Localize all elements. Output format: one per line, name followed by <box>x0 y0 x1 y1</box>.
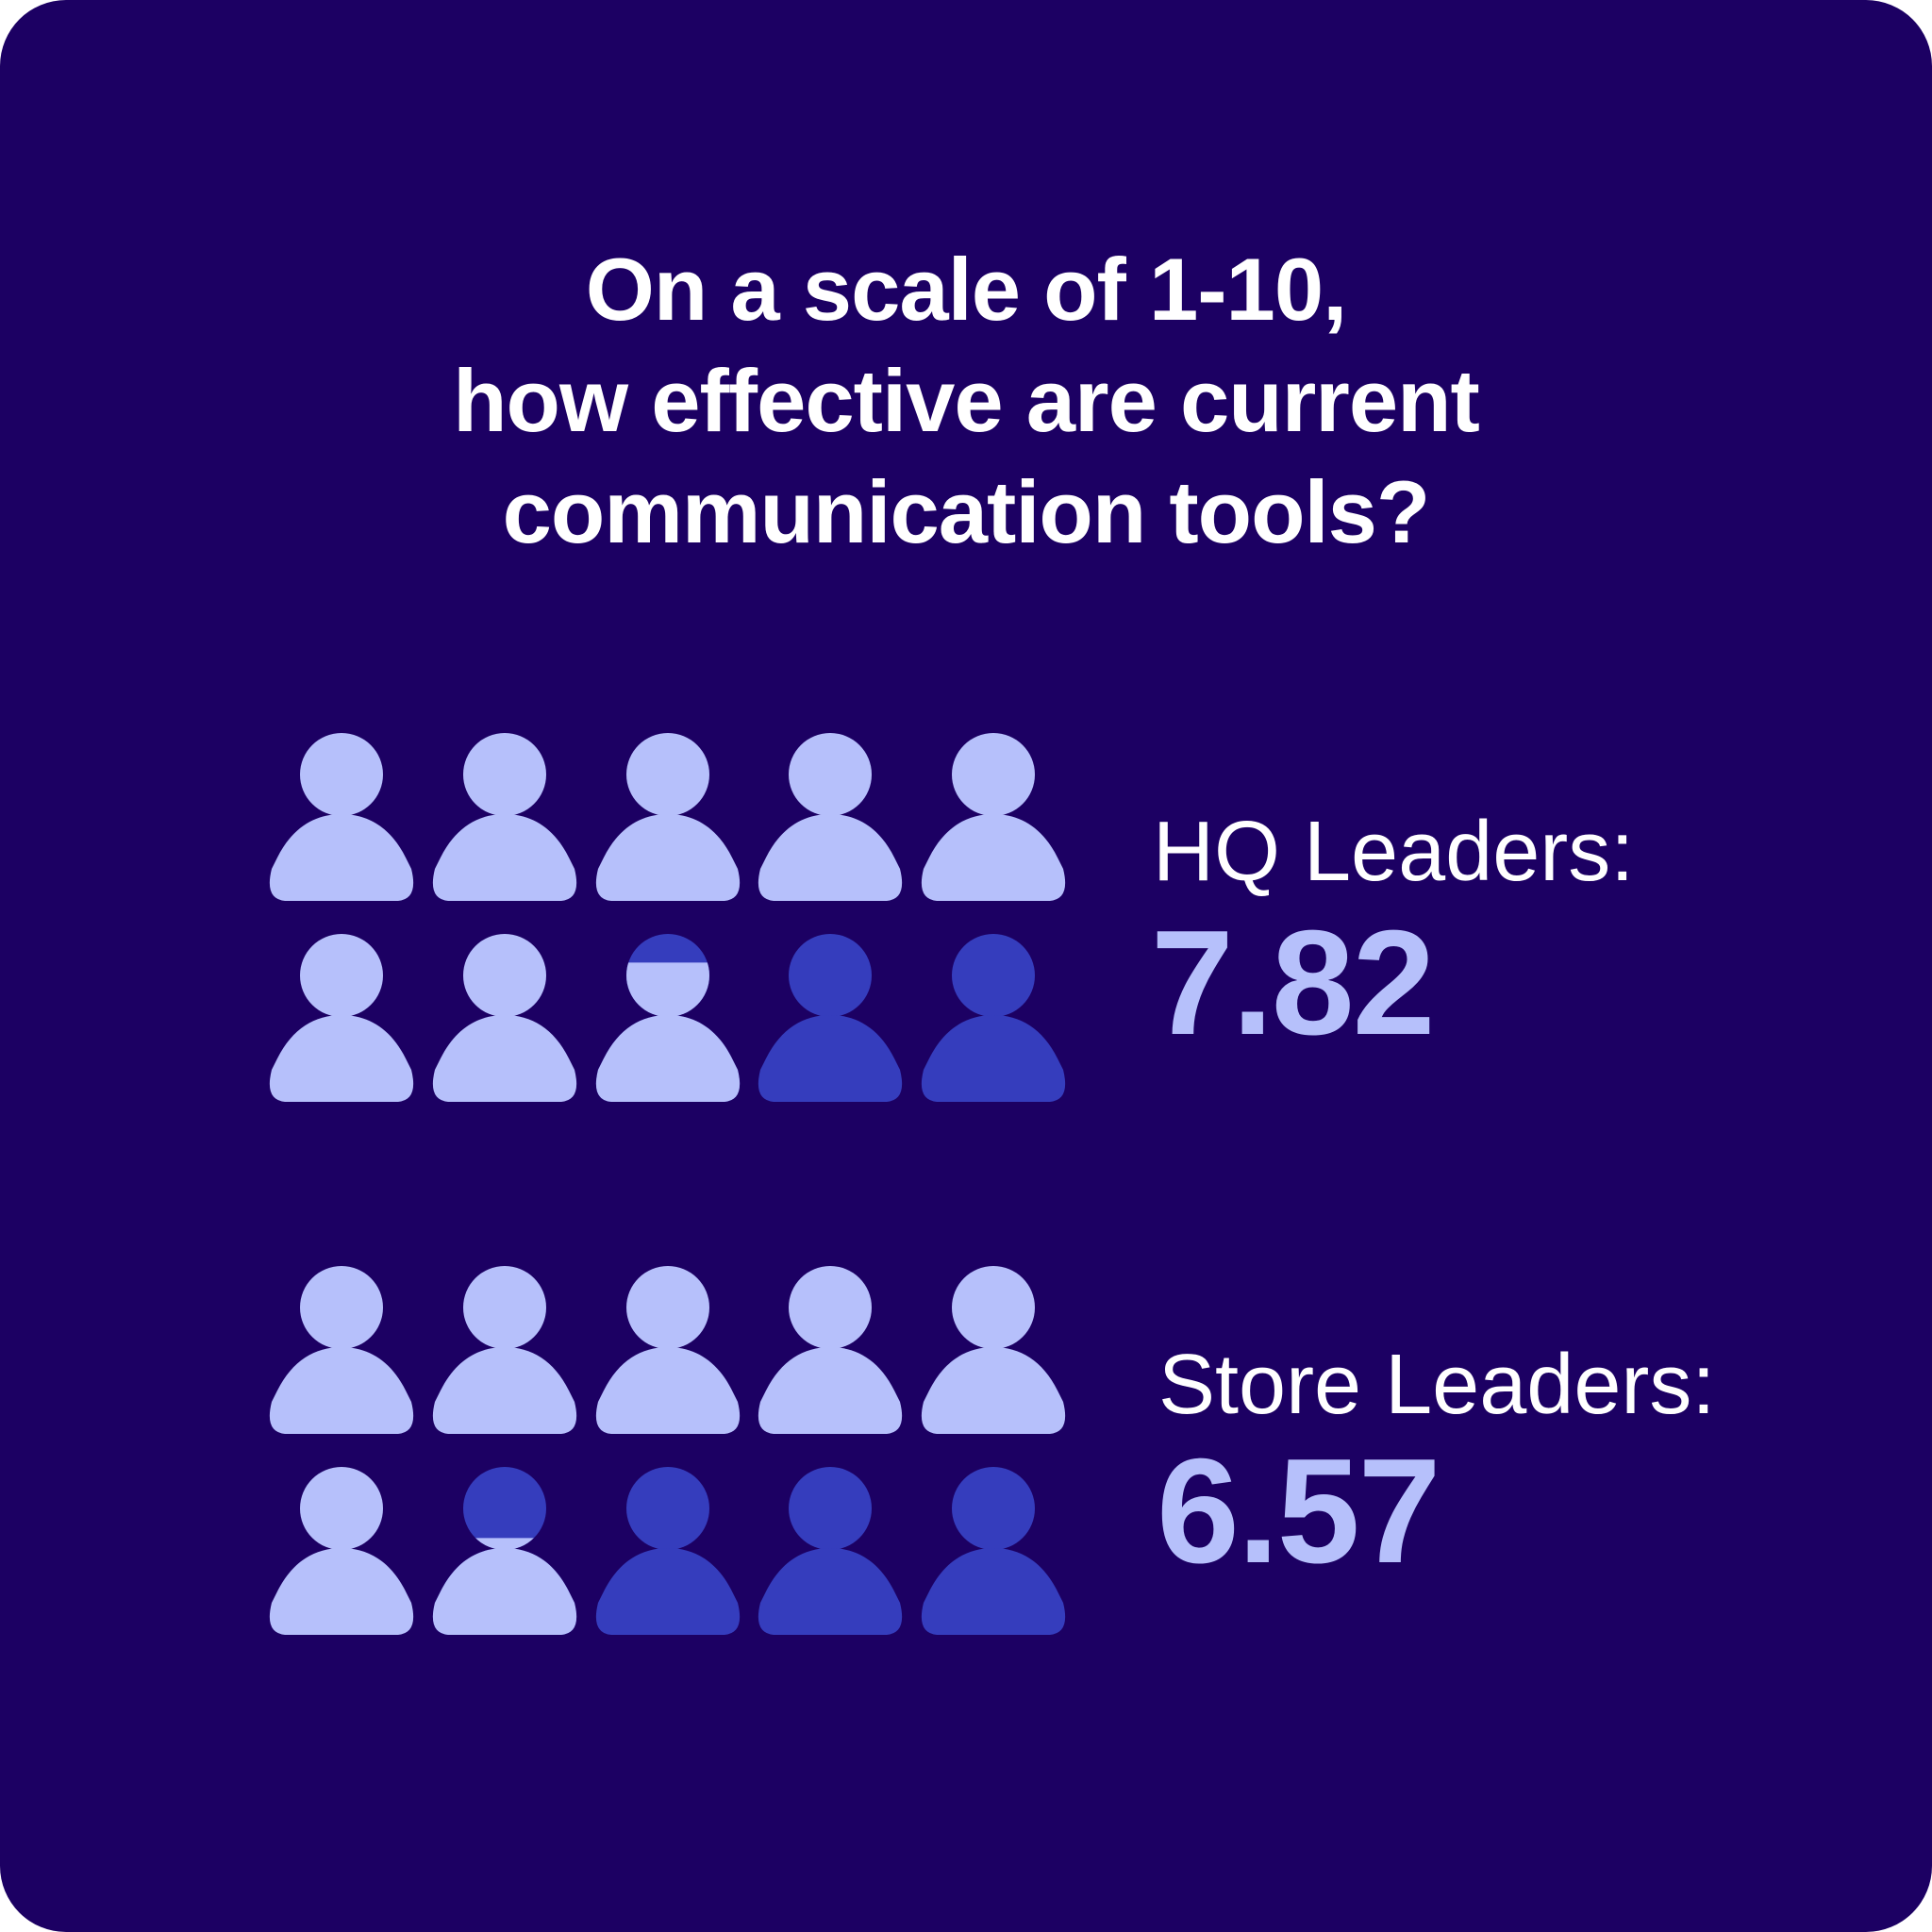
title-line-3: communication tools? <box>502 462 1431 561</box>
person-icon <box>269 733 414 901</box>
person-icon <box>595 1467 741 1635</box>
person-icon <box>595 733 741 901</box>
store-leaders-value: 6.57 <box>1157 1428 1441 1594</box>
store-leaders-pictograph <box>269 1266 1066 1635</box>
hq-leaders-label: HQ Leaders: <box>1153 805 1635 899</box>
title-line-2: how effective are current <box>453 351 1480 450</box>
person-icon <box>432 934 577 1102</box>
hq-leaders-pictograph <box>269 733 1066 1102</box>
person-icon <box>432 1266 577 1434</box>
person-icon <box>758 733 903 901</box>
person-icon <box>758 1467 903 1635</box>
person-icon <box>758 1266 903 1434</box>
person-icon <box>269 934 414 1102</box>
person-icon <box>269 1467 414 1635</box>
person-icon <box>921 934 1066 1102</box>
person-icon <box>758 934 903 1102</box>
person-icon <box>432 1467 577 1635</box>
chart-title: On a scale of 1-10, how effective are cu… <box>189 234 1743 568</box>
person-icon <box>921 1266 1066 1434</box>
title-line-1: On a scale of 1-10, <box>585 240 1347 339</box>
hq-leaders-value: 7.82 <box>1151 900 1436 1066</box>
person-icon <box>595 1266 741 1434</box>
store-leaders-label: Store Leaders: <box>1158 1338 1716 1432</box>
person-icon <box>432 733 577 901</box>
person-icon <box>921 1467 1066 1635</box>
person-icon <box>921 733 1066 901</box>
person-icon <box>595 934 741 1102</box>
person-icon <box>269 1266 414 1434</box>
